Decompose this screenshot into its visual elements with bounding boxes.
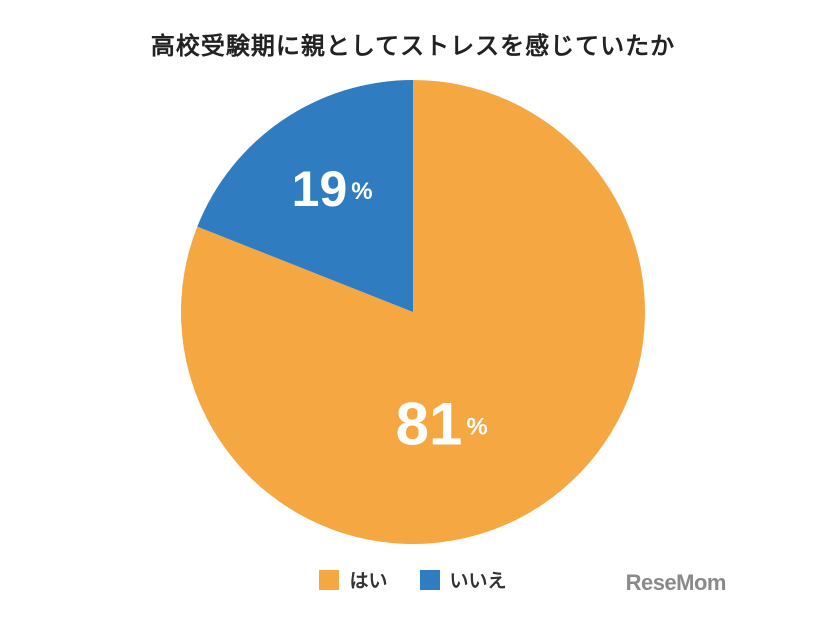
pie-slice-no	[197, 79, 413, 312]
legend-item-yes: はい	[319, 566, 388, 593]
legend: はい いいえ	[0, 566, 826, 593]
pie-slice-yes	[181, 80, 645, 545]
pie-label-no: 19%	[292, 161, 373, 217]
pie-label-yes: 81%	[396, 390, 488, 457]
legend-swatch-yes	[319, 569, 340, 590]
legend-item-no: いいえ	[419, 566, 507, 593]
resemom-logo: ReseMom	[625, 570, 727, 595]
legend-label-yes: はい	[349, 570, 388, 592]
legend-label-no: いいえ	[449, 570, 507, 592]
legend-swatch-no	[419, 569, 440, 590]
chart-title: 高校受験期に親としてストレスを感じていたか	[150, 32, 676, 60]
